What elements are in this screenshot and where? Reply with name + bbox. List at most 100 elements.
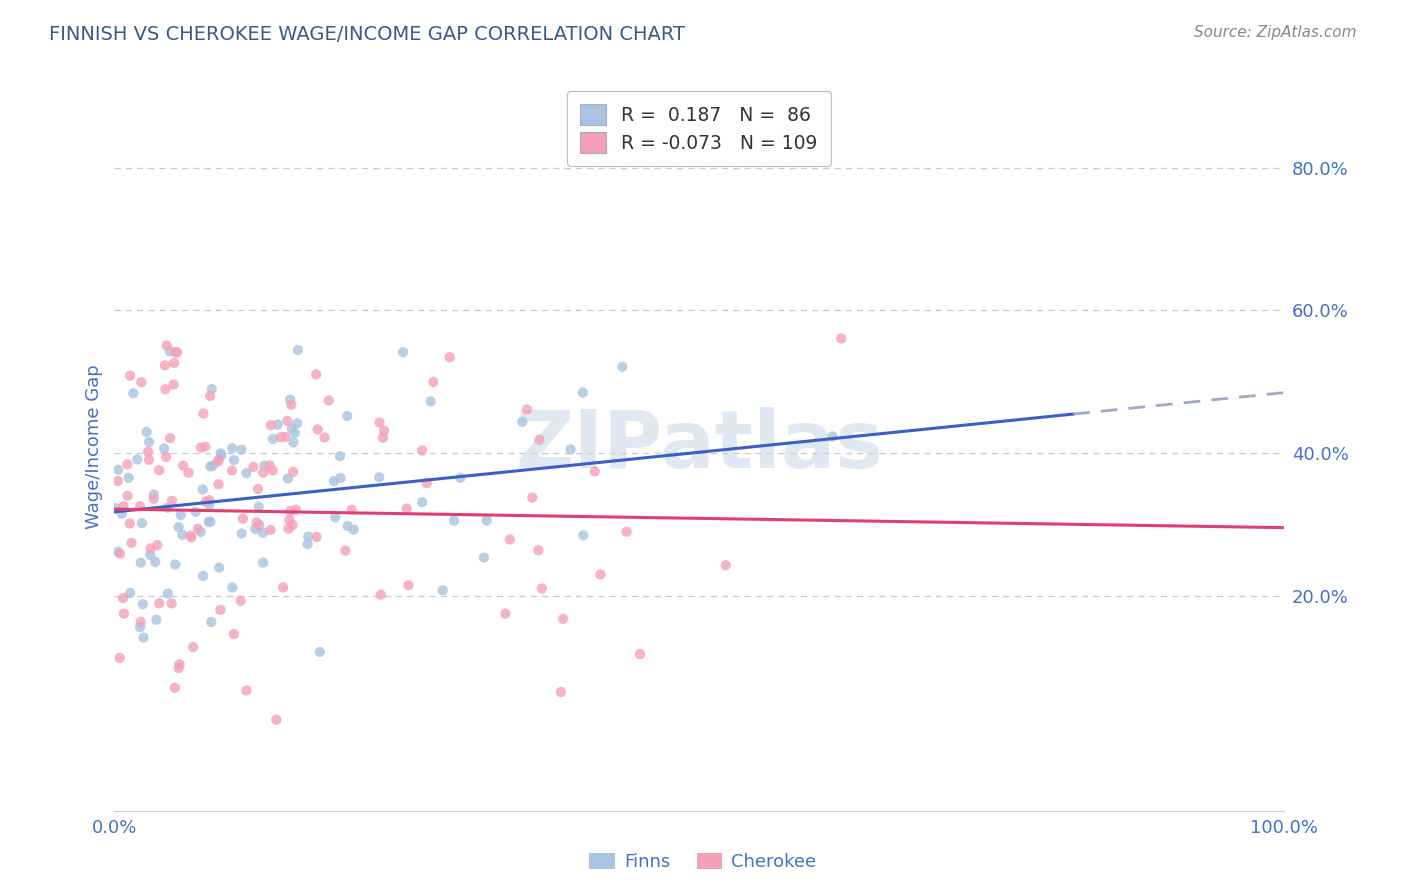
- Point: [449, 471, 471, 485]
- Point: [309, 645, 332, 659]
- Point: [104, 501, 127, 516]
- Point: [714, 558, 737, 573]
- Point: [136, 444, 159, 458]
- Point: [153, 442, 176, 456]
- Point: [131, 516, 153, 530]
- Point: [170, 508, 193, 522]
- Point: [247, 500, 270, 514]
- Point: [190, 524, 212, 539]
- Point: [208, 453, 231, 467]
- Point: [283, 435, 305, 450]
- Point: [314, 430, 336, 444]
- Point: [201, 458, 224, 473]
- Point: [155, 450, 177, 464]
- Point: [193, 407, 215, 421]
- Point: [612, 359, 634, 374]
- Point: [138, 452, 160, 467]
- Point: [207, 454, 229, 468]
- Point: [830, 331, 852, 345]
- Point: [297, 537, 319, 551]
- Point: [163, 681, 186, 695]
- Point: [231, 526, 253, 541]
- Point: [163, 377, 186, 392]
- Point: [135, 425, 157, 439]
- Point: [323, 510, 346, 524]
- Point: [165, 558, 187, 572]
- Point: [522, 491, 544, 505]
- Point: [278, 392, 301, 407]
- Point: [411, 495, 433, 509]
- Point: [111, 507, 134, 521]
- Point: [207, 477, 229, 491]
- Point: [274, 430, 297, 444]
- Point: [208, 560, 231, 574]
- Point: [336, 519, 359, 533]
- Point: [117, 471, 139, 485]
- Point: [209, 449, 232, 463]
- Point: [589, 567, 612, 582]
- Point: [307, 422, 329, 436]
- Point: [439, 350, 461, 364]
- Point: [160, 493, 183, 508]
- Point: [246, 516, 269, 530]
- Legend: R =  0.187   N =  86, R = -0.073   N = 109: R = 0.187 N = 86, R = -0.073 N = 109: [567, 91, 831, 166]
- Point: [392, 345, 415, 359]
- Point: [510, 415, 533, 429]
- Point: [232, 511, 254, 525]
- Point: [560, 442, 582, 457]
- Point: [276, 414, 298, 428]
- Point: [163, 356, 186, 370]
- Point: [583, 465, 606, 479]
- Point: [209, 603, 232, 617]
- Point: [368, 416, 391, 430]
- Point: [117, 458, 139, 472]
- Point: [156, 500, 179, 515]
- Point: [145, 613, 167, 627]
- Point: [148, 596, 170, 610]
- Point: [129, 500, 152, 514]
- Point: [252, 556, 274, 570]
- Point: [260, 418, 283, 433]
- Point: [271, 581, 294, 595]
- Point: [247, 482, 270, 496]
- Point: [245, 522, 267, 536]
- Point: [821, 429, 844, 443]
- Point: [284, 425, 307, 440]
- Point: [198, 498, 221, 512]
- Point: [132, 597, 155, 611]
- Point: [229, 594, 252, 608]
- Point: [499, 533, 522, 547]
- Point: [166, 345, 188, 359]
- Point: [270, 430, 292, 444]
- Point: [146, 538, 169, 552]
- Point: [200, 615, 222, 629]
- Point: [419, 394, 441, 409]
- Point: [142, 487, 165, 501]
- Point: [107, 545, 129, 559]
- Point: [127, 452, 149, 467]
- Point: [156, 586, 179, 600]
- Point: [200, 515, 222, 529]
- Point: [167, 661, 190, 675]
- Point: [139, 548, 162, 562]
- Text: Source: ZipAtlas.com: Source: ZipAtlas.com: [1194, 25, 1357, 40]
- Point: [138, 434, 160, 449]
- Point: [165, 345, 187, 359]
- Point: [107, 474, 129, 488]
- Point: [200, 459, 222, 474]
- Point: [373, 424, 395, 438]
- Point: [194, 440, 217, 454]
- Point: [253, 458, 276, 473]
- Point: [179, 529, 201, 543]
- Point: [305, 530, 328, 544]
- Point: [329, 471, 352, 485]
- Point: [550, 685, 572, 699]
- Point: [305, 368, 328, 382]
- Point: [222, 453, 245, 467]
- Point: [143, 555, 166, 569]
- Point: [120, 368, 142, 383]
- Point: [118, 516, 141, 531]
- Point: [343, 523, 366, 537]
- Point: [242, 459, 264, 474]
- Point: [221, 464, 243, 478]
